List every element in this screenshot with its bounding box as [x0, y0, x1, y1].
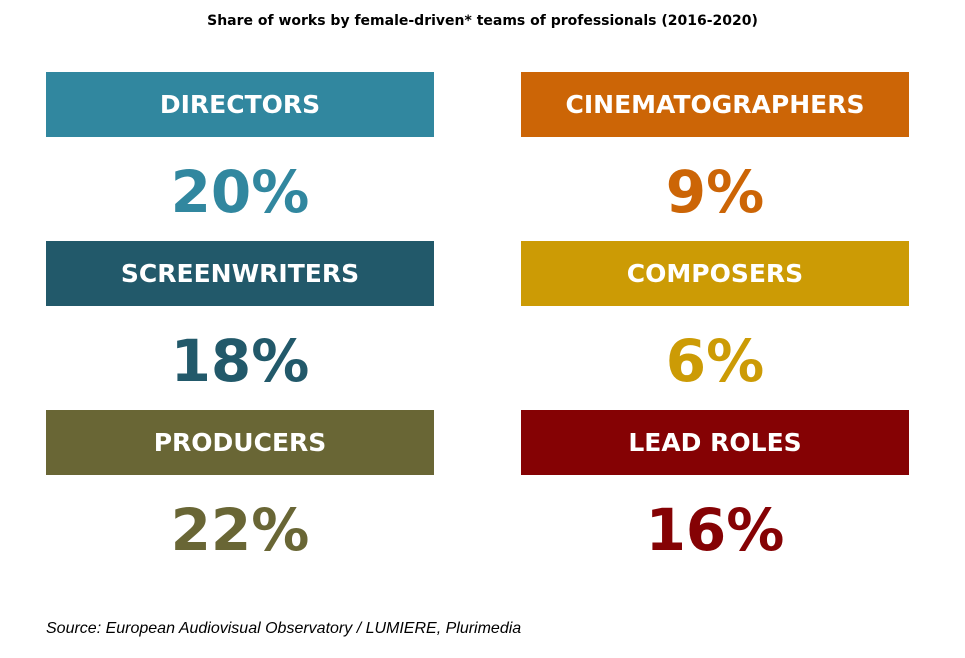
stat-label-cinematographers: CINEMATOGRAPHERS — [521, 72, 909, 137]
stat-value-producers: 22% — [170, 495, 310, 564]
stat-value-lead-roles: 16% — [645, 495, 785, 564]
stat-card-screenwriters: SCREENWRITERS 18% — [46, 241, 434, 403]
stat-value-directors: 20% — [170, 157, 310, 226]
stat-label-directors: DIRECTORS — [46, 72, 434, 137]
stat-value-cinematographers: 9% — [665, 157, 765, 226]
stat-value-screenwriters: 18% — [170, 326, 310, 395]
stat-card-producers: PRODUCERS 22% — [46, 410, 434, 572]
stat-label-screenwriters: SCREENWRITERS — [46, 241, 434, 306]
stat-card-composers: COMPOSERS 6% — [521, 241, 909, 403]
stat-value-composers: 6% — [665, 326, 765, 395]
stat-card-cinematographers: CINEMATOGRAPHERS 9% — [521, 72, 909, 234]
stat-card-directors: DIRECTORS 20% — [46, 72, 434, 234]
stat-card-lead-roles: LEAD ROLES 16% — [521, 410, 909, 572]
chart-title: Share of works by female-driven* teams o… — [207, 13, 758, 29]
stat-label-lead-roles: LEAD ROLES — [521, 410, 909, 475]
stat-label-composers: COMPOSERS — [521, 241, 909, 306]
stat-label-producers: PRODUCERS — [46, 410, 434, 475]
source-note: Source: European Audiovisual Observatory… — [46, 620, 522, 637]
